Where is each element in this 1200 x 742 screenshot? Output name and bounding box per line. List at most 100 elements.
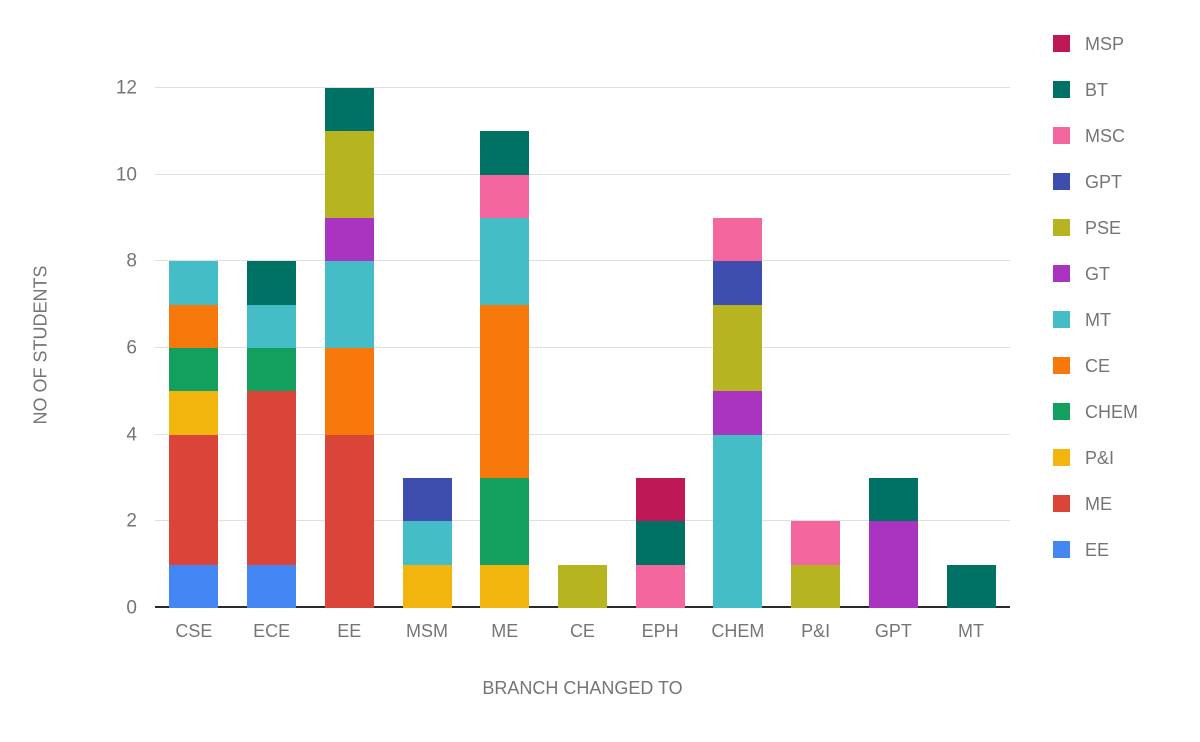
- y-tick-label: 8: [126, 250, 137, 272]
- bar-segment-ECE-BT[interactable]: [247, 261, 297, 305]
- legend-label: PSE: [1085, 217, 1122, 238]
- bar-segment-ME-MT[interactable]: [480, 218, 530, 305]
- bar-EE: [324, 88, 374, 608]
- legend-item-PSE[interactable]: PSE: [1053, 217, 1138, 238]
- x-axis-title: BRANCH CHANGED TO: [482, 678, 683, 698]
- bar-CE: [557, 88, 607, 608]
- legend-swatch: [1053, 81, 1070, 98]
- y-tick-label: 12: [115, 77, 137, 99]
- legend-swatch: [1053, 449, 1070, 466]
- bar-segment-EPH-BT[interactable]: [635, 521, 685, 565]
- y-tick-label: 0: [126, 597, 137, 619]
- bar-segment-CSE-MT[interactable]: [169, 261, 219, 305]
- bar-segment-EE-MT[interactable]: [324, 261, 374, 349]
- legend-item-ME[interactable]: ME: [1053, 495, 1138, 513]
- bar-segment-EE-GT[interactable]: [324, 218, 374, 262]
- x-tick-label-CE: CE: [569, 621, 595, 641]
- bar-segment-ME-CHEM[interactable]: [480, 478, 530, 565]
- bar-segment-CSE-CE[interactable]: [169, 304, 219, 349]
- legend-swatch: [1053, 173, 1070, 190]
- bar-segment-EE-CE[interactable]: [324, 348, 374, 435]
- legend-label: CHEM: [1085, 401, 1138, 422]
- bar-segment-EE-BT[interactable]: [324, 88, 374, 132]
- legend-item-BT[interactable]: BT: [1053, 79, 1138, 100]
- bar-EPH: [635, 88, 685, 608]
- y-tick-label: 6: [126, 337, 137, 359]
- gridline: [155, 347, 1010, 348]
- y-tick-label: 4: [126, 424, 137, 446]
- legend-swatch: [1053, 403, 1070, 420]
- gridline: [155, 173, 1010, 175]
- legend-swatch: [1053, 265, 1070, 282]
- x-axis-tick-labels: CSE ECE EE MSM ME CE EPH CHEM P&I GPT MT: [155, 621, 1010, 642]
- bar-ECE: [247, 88, 297, 608]
- gridline: [155, 260, 1010, 262]
- legend-label: GPT: [1085, 171, 1123, 192]
- bar-segment-GPT-GT[interactable]: [868, 521, 918, 608]
- legend-item-MSC[interactable]: MSC: [1053, 127, 1138, 145]
- bar-segment-GPT-BT[interactable]: [868, 478, 918, 522]
- bar-ME: [480, 88, 530, 608]
- bar-segment-MSM-GPT[interactable]: [402, 478, 452, 522]
- x-tick-label-EE: EE: [337, 621, 362, 641]
- legend-label: MT: [1085, 309, 1111, 330]
- y-axis-title: NO OF STUDENTS: [30, 265, 51, 425]
- x-tick-label-GPT: GPT: [874, 621, 912, 641]
- bar-segment-EE-PSE[interactable]: [324, 131, 374, 219]
- bar-segment-MSM-P&I[interactable]: [402, 564, 452, 608]
- bar-segment-EPH-MSC[interactable]: [635, 564, 685, 608]
- bar-segment-ME-P&I[interactable]: [480, 564, 530, 608]
- legend-label: EE: [1085, 539, 1110, 560]
- legend-item-GPT[interactable]: GPT: [1053, 171, 1138, 192]
- legend-item-MT[interactable]: MT: [1053, 309, 1138, 330]
- bar-segment-ECE-CHEM[interactable]: [247, 348, 297, 392]
- plot-area: 0 2 4 6 8 10 12: [116, 79, 1010, 618]
- bar-segment-MT-BT[interactable]: [946, 564, 996, 608]
- bar-segment-ME-MSC[interactable]: [480, 174, 530, 219]
- bar-segment-ECE-EE[interactable]: [247, 564, 297, 608]
- legend-item-MSP[interactable]: MSP: [1053, 33, 1138, 54]
- legend-label: MSP: [1085, 33, 1125, 54]
- legend-swatch: [1053, 541, 1070, 558]
- bar-MSM: [402, 88, 452, 608]
- bar-segment-EPH-MSP[interactable]: [635, 478, 685, 522]
- legend-label: GT: [1085, 263, 1110, 284]
- bar-segment-ME-CE[interactable]: [480, 304, 530, 479]
- legend-item-GT[interactable]: GT: [1053, 263, 1138, 284]
- bar-segment-P&I-PSE[interactable]: [791, 564, 841, 608]
- bar-segment-CHEM-PSE[interactable]: [713, 304, 763, 392]
- legend-swatch: [1053, 495, 1070, 512]
- legend-swatch: [1053, 127, 1070, 144]
- bar-segment-ECE-MT[interactable]: [247, 304, 297, 349]
- bar-segment-CHEM-MSC[interactable]: [713, 218, 763, 262]
- y-tick-label: 2: [126, 510, 137, 532]
- legend-label: CE: [1085, 355, 1111, 376]
- bar-segment-CHEM-MT[interactable]: [713, 434, 763, 608]
- x-tick-label-ME: ME: [491, 621, 519, 641]
- bar-segment-CE-PSE[interactable]: [557, 564, 607, 608]
- bar-segment-CSE-CHEM[interactable]: [169, 348, 219, 392]
- bar-segment-CSE-EE[interactable]: [169, 564, 219, 608]
- bar-P&I: [791, 88, 841, 608]
- legend-label: BT: [1085, 79, 1109, 100]
- x-tick-label-EPH: EPH: [641, 621, 679, 641]
- legend-item-P&I[interactable]: P&I: [1053, 447, 1138, 468]
- bar-CSE: [169, 88, 219, 608]
- legend-item-CHEM[interactable]: CHEM: [1053, 401, 1138, 422]
- bar-segment-CSE-ME[interactable]: [169, 434, 219, 565]
- bar-segment-CHEM-GPT[interactable]: [713, 261, 763, 305]
- bar-segment-EE-ME[interactable]: [324, 434, 374, 608]
- gridline: [155, 433, 1010, 435]
- bar-segment-MSM-MT[interactable]: [402, 521, 452, 565]
- bar-segment-P&I-MSC[interactable]: [791, 521, 841, 565]
- bar-segment-ME-BT[interactable]: [480, 131, 530, 175]
- legend-item-EE[interactable]: EE: [1053, 539, 1138, 560]
- bar-segment-CSE-P&I[interactable]: [169, 391, 219, 435]
- legend: MSP BT MSC GPT PSE GT MT CE CHEM P&I ME EE: [1053, 35, 1138, 587]
- legend-label: P&I: [1085, 447, 1115, 468]
- bar-segment-CHEM-GT[interactable]: [713, 391, 763, 435]
- legend-item-CE[interactable]: CE: [1053, 355, 1138, 376]
- legend-swatch: [1053, 219, 1070, 236]
- bar-segment-ECE-ME[interactable]: [247, 391, 297, 565]
